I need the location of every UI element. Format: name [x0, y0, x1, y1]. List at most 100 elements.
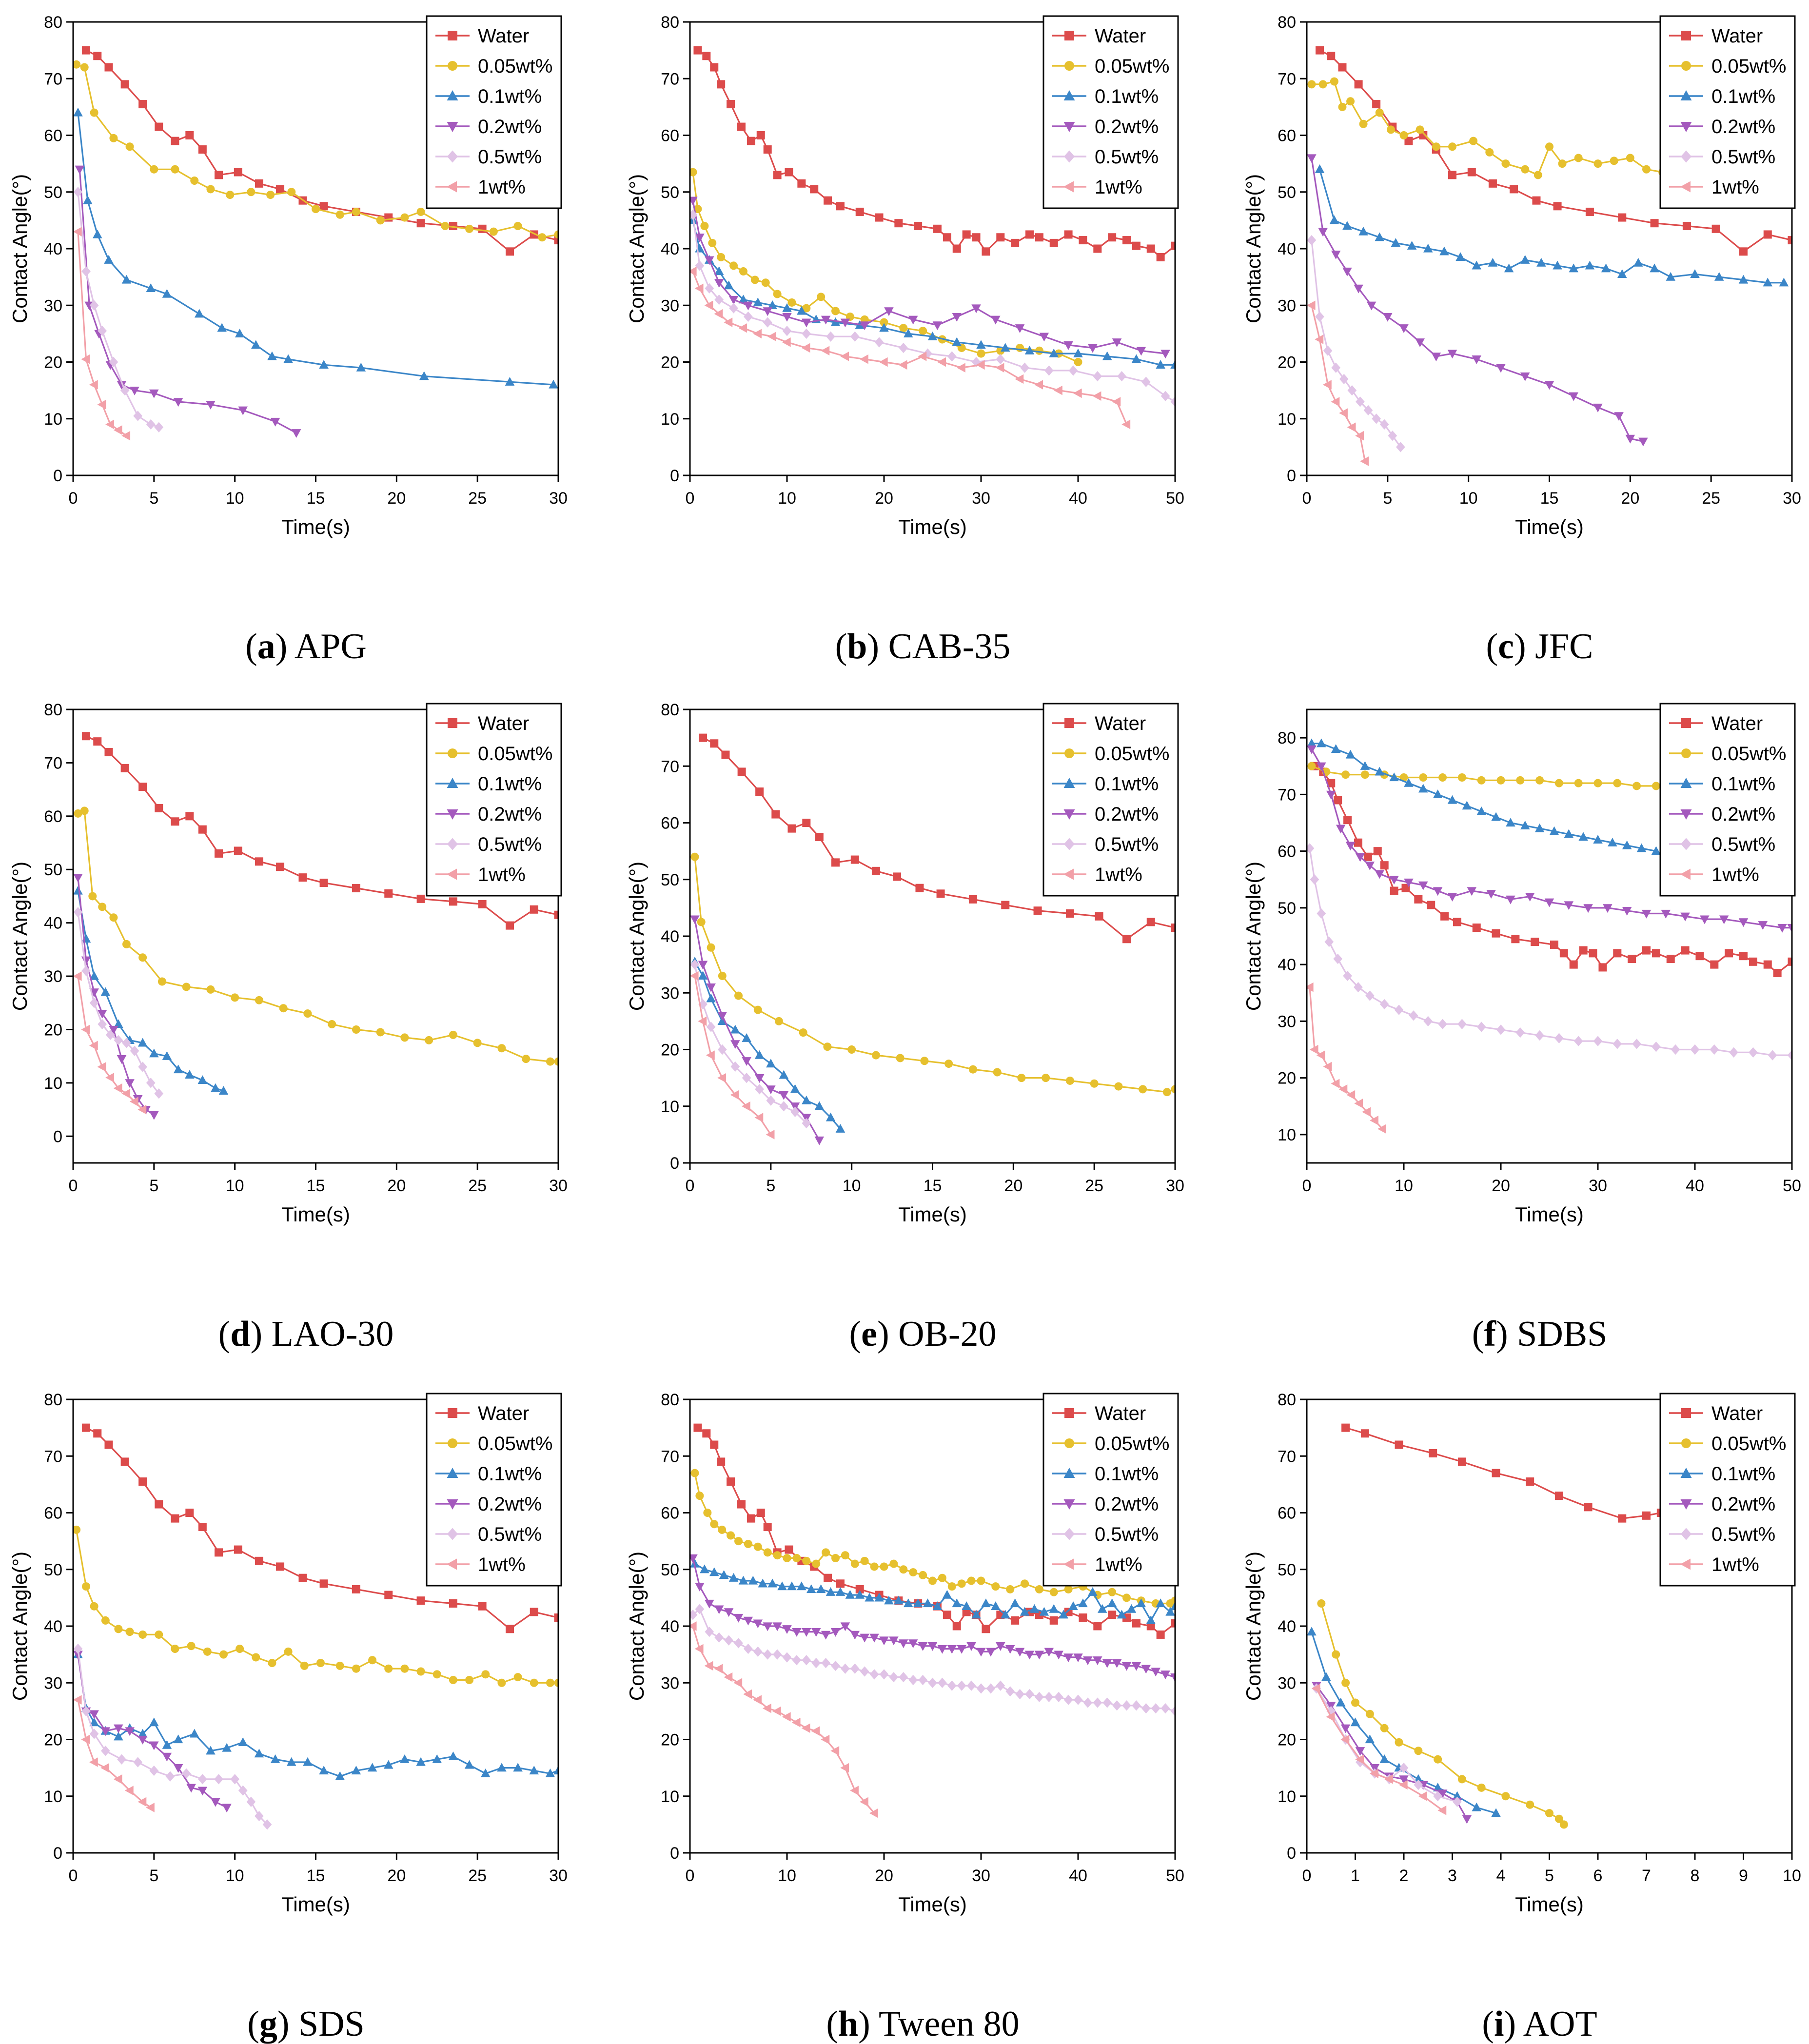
- data-point: [1358, 226, 1368, 236]
- data-point: [995, 363, 1004, 373]
- data-point: [1141, 1665, 1151, 1674]
- data-point: [1088, 1587, 1098, 1596]
- y-tick-label: 50: [661, 871, 679, 889]
- data-point: [913, 1598, 923, 1608]
- plot-area: [690, 733, 1175, 1145]
- series-line: [77, 112, 554, 386]
- data-point: [351, 1766, 361, 1775]
- data-point: [802, 1118, 811, 1129]
- series-1wt-: [1311, 1684, 1447, 1815]
- data-point: [1315, 164, 1325, 173]
- data-point: [312, 205, 320, 214]
- data-point: [772, 1649, 782, 1660]
- data-point: [860, 1666, 869, 1677]
- data-point: [1379, 1754, 1389, 1763]
- series-0-5wt-: [73, 187, 164, 432]
- data-point: [855, 1590, 865, 1599]
- y-tick-label: 60: [661, 1504, 679, 1523]
- data-point: [767, 332, 776, 341]
- data-point: [1550, 940, 1558, 949]
- data-point: [826, 1587, 836, 1596]
- legend-swatch-marker: [1681, 1528, 1691, 1540]
- data-point: [792, 1655, 802, 1666]
- y-tick-label: 30: [1278, 296, 1296, 315]
- data-point: [1354, 838, 1362, 847]
- data-point: [996, 1680, 1005, 1691]
- data-point: [766, 1085, 776, 1095]
- data-point: [133, 1757, 143, 1768]
- y-tick-label: 0: [1287, 467, 1296, 485]
- data-point: [149, 1765, 159, 1776]
- data-point: [155, 804, 163, 812]
- data-point: [105, 419, 114, 430]
- data-point: [1416, 125, 1424, 134]
- data-point: [1666, 955, 1675, 963]
- data-point: [1788, 957, 1792, 966]
- data-point: [728, 1572, 739, 1582]
- data-point: [464, 1760, 474, 1769]
- y-tick-label: 20: [1278, 1069, 1296, 1088]
- data-point: [981, 1598, 991, 1608]
- data-point: [1496, 1024, 1506, 1035]
- data-point: [1404, 778, 1414, 787]
- data-point: [400, 213, 409, 222]
- data-point: [465, 224, 474, 233]
- data-point: [1345, 842, 1356, 851]
- data-point: [441, 222, 450, 230]
- data-point: [1360, 1429, 1369, 1438]
- data-point: [1108, 1588, 1117, 1596]
- data-point: [1437, 1789, 1448, 1799]
- data-point: [850, 1786, 859, 1795]
- data-point: [1377, 1124, 1386, 1134]
- data-point: [1011, 238, 1020, 247]
- data-point: [1151, 1668, 1160, 1677]
- data-point: [1414, 895, 1423, 904]
- data-point: [947, 351, 957, 362]
- data-point: [823, 1042, 832, 1051]
- data-point: [1462, 801, 1472, 810]
- data-point: [1000, 1610, 1010, 1619]
- data-point: [384, 889, 393, 898]
- data-point: [104, 255, 114, 264]
- y-tick-label: 60: [661, 814, 679, 833]
- x-tick-label: 15: [307, 1177, 325, 1195]
- y-tick-label: 10: [44, 410, 62, 429]
- y-axis-label: Contact Angle(°): [1242, 174, 1265, 323]
- data-point: [1336, 825, 1346, 834]
- data-point: [811, 1726, 820, 1736]
- data-point: [114, 1035, 123, 1045]
- data-point: [821, 1734, 830, 1745]
- data-point: [693, 1423, 702, 1432]
- x-tick-label: 10: [226, 1177, 244, 1195]
- data-point: [802, 318, 811, 328]
- data-point: [149, 389, 159, 398]
- legend-label: 0.5wt%: [478, 1524, 542, 1545]
- data-point: [100, 987, 111, 996]
- data-point: [896, 1054, 904, 1062]
- data-point: [234, 168, 242, 177]
- data-point: [850, 1631, 860, 1640]
- data-point: [80, 806, 89, 815]
- y-tick-label: 70: [44, 1447, 62, 1466]
- legend-label: 1wt%: [478, 864, 526, 885]
- data-point: [1429, 1449, 1437, 1457]
- legend-swatch-marker: [1681, 1438, 1691, 1448]
- caption-letter: g: [259, 2004, 277, 2044]
- data-point: [173, 1764, 183, 1773]
- data-point: [138, 783, 147, 791]
- data-point: [1121, 419, 1131, 430]
- data-point: [737, 122, 746, 131]
- data-point: [138, 1477, 147, 1486]
- data-point: [129, 1097, 138, 1106]
- legend-label: 0.5wt%: [1095, 146, 1159, 168]
- data-point: [952, 313, 962, 322]
- plot-area: [1307, 738, 1792, 1134]
- data-point: [319, 202, 328, 211]
- legend-swatch-marker: [1063, 778, 1075, 788]
- x-tick-label: 20: [1621, 489, 1639, 508]
- data-point: [130, 386, 139, 395]
- data-point: [238, 1737, 248, 1746]
- data-point: [1628, 955, 1636, 963]
- x-tick-label: 5: [149, 1177, 158, 1195]
- data-point: [267, 351, 277, 360]
